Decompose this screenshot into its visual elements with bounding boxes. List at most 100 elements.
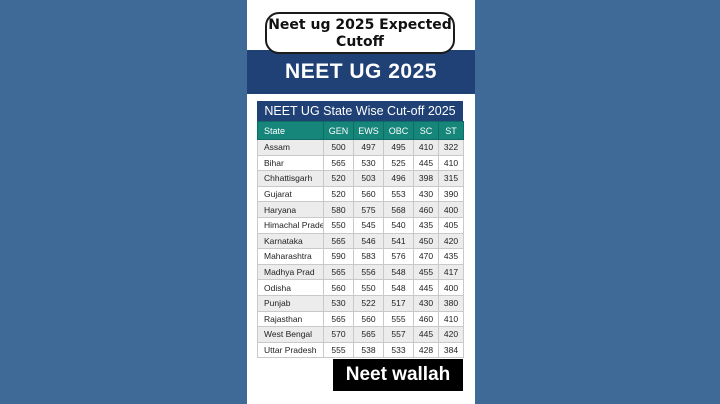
cell-cutoff-ews: 497 [353, 139, 384, 156]
cell-cutoff-obc: 555 [383, 310, 414, 328]
table-row: West Bengal 570 565 557 445 420 [257, 326, 464, 343]
cell-cutoff-st: 384 [438, 341, 464, 359]
cell-cutoff-ews: 545 [353, 216, 384, 234]
table-row: Uttar Pradesh 555 538 533 428 384 [257, 341, 464, 359]
column-header-ews: EWS [353, 121, 384, 140]
cell-cutoff-st: 400 [438, 279, 464, 296]
cell-cutoff-st: 400 [438, 201, 464, 218]
cell-cutoff-gen: 565 [323, 232, 354, 250]
table-row: Haryana 580 575 568 460 400 [257, 201, 464, 218]
banner-title: NEET UG 2025 [285, 60, 437, 83]
column-header-gen: GEN [323, 121, 354, 140]
cell-cutoff-obc: 548 [383, 279, 414, 296]
cell-cutoff-ews: 530 [353, 154, 384, 172]
cell-state-name: Karnataka [257, 232, 324, 250]
cell-cutoff-sc: 470 [413, 248, 439, 265]
cell-cutoff-obc: 525 [383, 154, 414, 172]
cell-state-name: West Bengal [257, 326, 324, 343]
cell-state-name: Madhya Prad [257, 263, 324, 281]
watermark-label: Neet wallah [333, 359, 463, 391]
cell-cutoff-ews: 556 [353, 263, 384, 281]
column-header-st: ST [438, 121, 464, 140]
cell-cutoff-gen: 520 [323, 185, 354, 203]
cell-cutoff-st: 410 [438, 310, 464, 328]
cell-cutoff-sc: 450 [413, 232, 439, 250]
cell-state-name: Uttar Pradesh [257, 341, 324, 359]
cell-cutoff-ews: 575 [353, 201, 384, 218]
cell-cutoff-obc: 517 [383, 294, 414, 312]
cell-cutoff-gen: 560 [323, 279, 354, 296]
cell-cutoff-st: 390 [438, 185, 464, 203]
cell-cutoff-obc: 568 [383, 201, 414, 218]
cell-state-name: Chhattisgarh [257, 170, 324, 187]
cell-cutoff-obc: 548 [383, 263, 414, 281]
table-title: NEET UG State Wise Cut-off 2025 [257, 101, 463, 121]
table-row: Madhya Prad 565 556 548 455 417 [257, 263, 464, 281]
cell-cutoff-sc: 398 [413, 170, 439, 187]
cell-cutoff-obc: 553 [383, 185, 414, 203]
cell-state-name: Bihar [257, 154, 324, 172]
cell-cutoff-sc: 460 [413, 201, 439, 218]
cell-cutoff-st: 420 [438, 326, 464, 343]
cell-cutoff-ews: 522 [353, 294, 384, 312]
cell-state-name: Assam [257, 139, 324, 156]
table-row: Himachal Prade 550 545 540 435 405 [257, 216, 464, 234]
cell-cutoff-sc: 460 [413, 310, 439, 328]
cell-cutoff-gen: 565 [323, 263, 354, 281]
table-row: Rajasthan 565 560 555 460 410 [257, 310, 464, 328]
cutoff-table: State GEN EWS OBC SC ST Assam 500 497 495 41… [257, 121, 464, 359]
cell-cutoff-gen: 565 [323, 154, 354, 172]
cell-cutoff-ews: 560 [353, 185, 384, 203]
cell-cutoff-sc: 445 [413, 279, 439, 296]
table-row: Punjab 530 522 517 430 380 [257, 294, 464, 312]
cell-cutoff-sc: 445 [413, 154, 439, 172]
cell-cutoff-gen: 520 [323, 170, 354, 187]
cutoff-table-container: NEET UG State Wise Cut-off 2025 State GE… [257, 101, 464, 359]
cell-cutoff-st: 405 [438, 216, 464, 234]
cell-cutoff-st: 380 [438, 294, 464, 312]
cell-cutoff-gen: 530 [323, 294, 354, 312]
table-row: Chhattisgarh 520 503 496 398 315 [257, 170, 464, 187]
cell-cutoff-obc: 495 [383, 139, 414, 156]
cell-cutoff-obc: 496 [383, 170, 414, 187]
cell-cutoff-sc: 410 [413, 139, 439, 156]
cell-state-name: Punjab [257, 294, 324, 312]
cell-state-name: Odisha [257, 279, 324, 296]
cell-cutoff-obc: 541 [383, 232, 414, 250]
cell-cutoff-gen: 500 [323, 139, 354, 156]
cell-cutoff-sc: 445 [413, 326, 439, 343]
cell-state-name: Rajasthan [257, 310, 324, 328]
cell-cutoff-ews: 538 [353, 341, 384, 359]
cell-cutoff-obc: 533 [383, 341, 414, 359]
cell-state-name: Maharashtra [257, 248, 324, 265]
table-row: Gujarat 520 560 553 430 390 [257, 185, 464, 203]
table-row: Odisha 560 550 548 445 400 [257, 279, 464, 296]
column-header-sc: SC [413, 121, 439, 140]
cell-cutoff-sc: 435 [413, 216, 439, 234]
cell-cutoff-gen: 580 [323, 201, 354, 218]
cell-cutoff-obc: 540 [383, 216, 414, 234]
cell-cutoff-ews: 565 [353, 326, 384, 343]
cell-state-name: Haryana [257, 201, 324, 218]
cell-cutoff-ews: 546 [353, 232, 384, 250]
banner: NEET UG 2025 [247, 50, 475, 94]
cell-cutoff-st: 315 [438, 170, 464, 187]
cell-cutoff-gen: 550 [323, 216, 354, 234]
cell-cutoff-ews: 583 [353, 248, 384, 265]
cell-cutoff-st: 420 [438, 232, 464, 250]
cell-cutoff-gen: 555 [323, 341, 354, 359]
video-title-pill: Neet ug 2025 Expected Cutoff [265, 12, 455, 54]
column-header-state: State [257, 121, 324, 140]
table-row: Assam 500 497 495 410 322 [257, 139, 464, 156]
cell-cutoff-ews: 503 [353, 170, 384, 187]
cell-cutoff-obc: 557 [383, 326, 414, 343]
cell-cutoff-sc: 455 [413, 263, 439, 281]
table-row: Bihar 565 530 525 445 410 [257, 154, 464, 172]
cell-cutoff-ews: 560 [353, 310, 384, 328]
cell-cutoff-ews: 550 [353, 279, 384, 296]
cell-state-name: Himachal Prade [257, 216, 324, 234]
cell-cutoff-sc: 430 [413, 185, 439, 203]
cell-cutoff-obc: 576 [383, 248, 414, 265]
table-header-row: State GEN EWS OBC SC ST [257, 121, 464, 140]
cell-cutoff-sc: 430 [413, 294, 439, 312]
